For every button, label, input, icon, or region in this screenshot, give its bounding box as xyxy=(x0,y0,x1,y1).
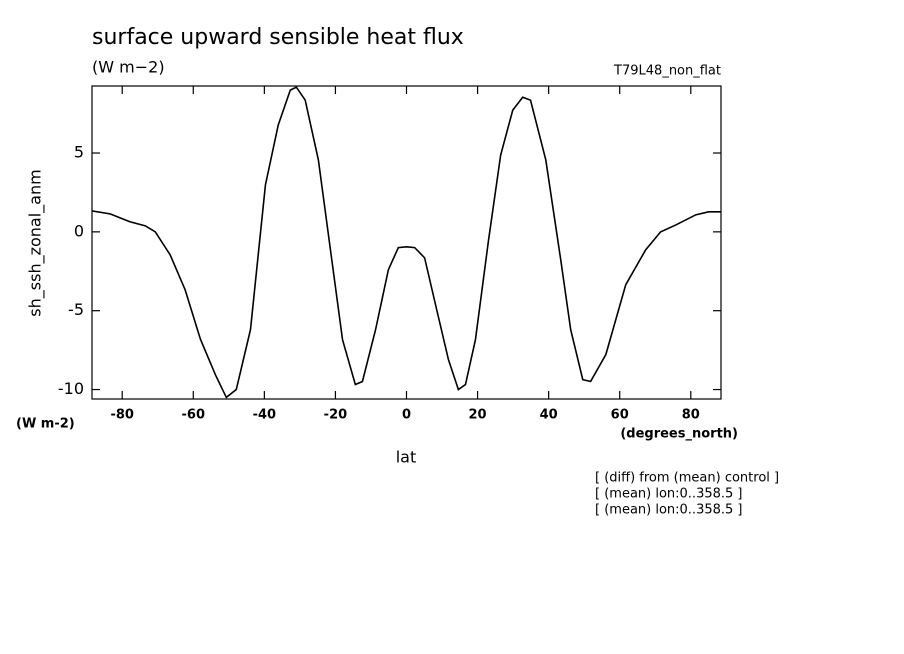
x-tick-label: 20 xyxy=(469,408,487,423)
y-tick-label: 0 xyxy=(74,221,84,240)
x-tick-label: 80 xyxy=(682,408,700,423)
note: [ (diff) from (mean) control ] xyxy=(595,471,779,486)
y-axis-label: sh_ssh_zonal_anm xyxy=(26,169,46,316)
x-tick-label: 0 xyxy=(402,408,411,423)
note: [ (mean) lon:0..358.5 ] xyxy=(595,487,743,502)
x-tick-label: 40 xyxy=(540,408,558,423)
plot-frame xyxy=(91,85,722,400)
note: [ (mean) lon:0..358.5 ] xyxy=(595,503,743,518)
x-axis-label: lat xyxy=(396,448,417,467)
y-tick-label: -5 xyxy=(68,300,84,319)
x-units: (degrees_north) xyxy=(620,427,738,442)
y-units: (W m-2) xyxy=(16,417,75,432)
y-tick-label: 5 xyxy=(74,143,84,162)
x-tick-label: -80 xyxy=(110,408,134,423)
x-tick-label: -20 xyxy=(324,408,348,423)
x-tick-label: 60 xyxy=(611,408,629,423)
data-line xyxy=(92,86,721,399)
chart-title: surface upward sensible heat flux xyxy=(92,25,464,50)
y-tick-label: -10 xyxy=(58,379,84,398)
x-tick-label: -60 xyxy=(182,408,206,423)
dataset-label: T79L48_non_flat xyxy=(613,64,721,79)
chart-subtitle: (W m−2) xyxy=(92,58,165,77)
x-tick-label: -40 xyxy=(253,408,277,423)
